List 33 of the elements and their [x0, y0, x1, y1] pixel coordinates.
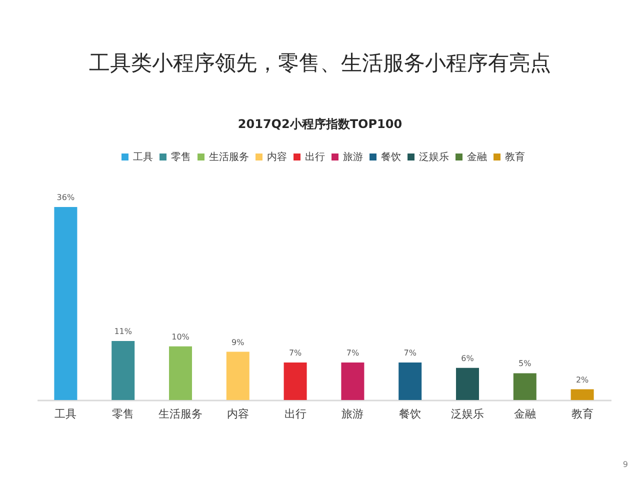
chart-subtitle: 2017Q2小程序指数TOP100 — [238, 117, 402, 131]
data-label: 11% — [114, 327, 132, 336]
text: 9 — [622, 460, 628, 469]
x-tick-label: 内容 — [226, 408, 249, 420]
data-label: 6% — [461, 354, 474, 363]
data-label: 7% — [346, 348, 360, 358]
legend-label: 教育 — [505, 151, 525, 163]
data-label: 10% — [172, 332, 190, 342]
legend-label: 内容 — [267, 151, 287, 163]
legend-label: 旅游 — [343, 151, 363, 163]
x-tick-label: 出行 — [284, 408, 306, 420]
data-label: 7% — [404, 348, 417, 358]
legend-label: 生活服务 — [209, 151, 249, 163]
data-label: 9% — [232, 338, 245, 347]
x-tick-label: 旅游 — [342, 408, 364, 420]
legend-label: 餐饮 — [381, 151, 401, 163]
legend-label: 泛娱乐 — [419, 151, 449, 163]
x-tick-label: 生活服务 — [158, 408, 202, 420]
legend-label: 工具 — [133, 152, 153, 163]
x-tick-label: 金融 — [514, 408, 536, 420]
legend-label: 零售 — [171, 151, 191, 163]
data-label: 2% — [576, 375, 590, 384]
x-tick-label: 零售 — [112, 408, 134, 420]
x-tick-label: 教育 — [571, 408, 594, 420]
x-tick-label: 工具 — [54, 408, 77, 420]
data-label: 7% — [288, 348, 302, 358]
data-label: 5% — [518, 359, 532, 368]
x-tick-label: 餐饮 — [399, 408, 422, 420]
legend-label: 出行 — [305, 151, 325, 163]
data-label: 36% — [56, 193, 75, 202]
x-tick-label: 泛娱乐 — [451, 408, 484, 420]
legend-label: 金融 — [467, 151, 487, 163]
chart-title: 工具类小程序领先，零售、生活服务小程序有亮点 — [89, 51, 551, 75]
